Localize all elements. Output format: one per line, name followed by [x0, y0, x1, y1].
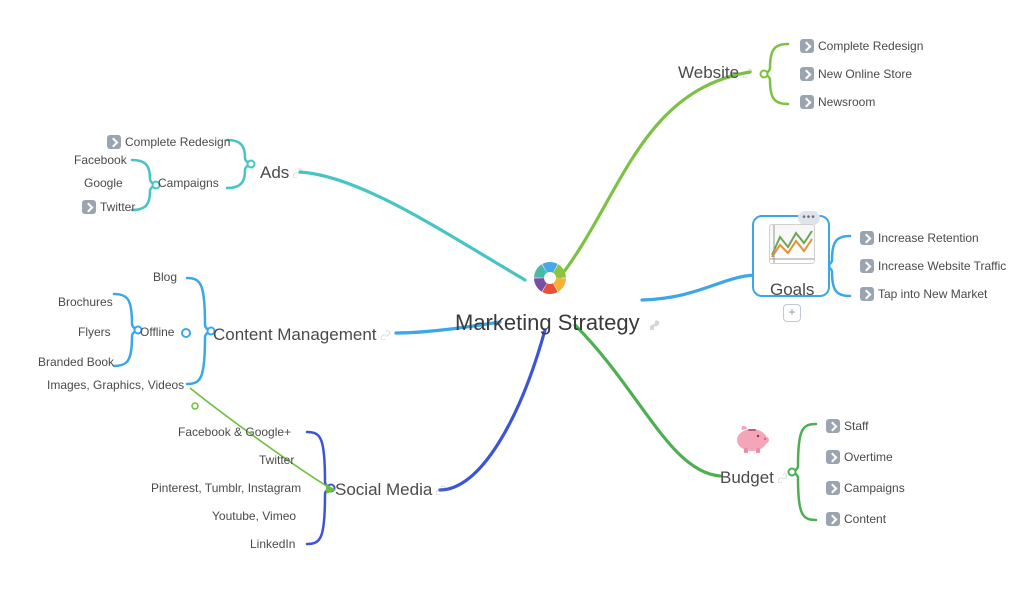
arrow-icon [860, 231, 874, 245]
label-text: Branded Book [38, 355, 114, 369]
link-icon [436, 485, 446, 495]
label-text: Campaigns [844, 481, 905, 495]
piggybank-icon [732, 420, 772, 454]
label-text: Complete Redesign [818, 39, 923, 53]
link-icon [293, 168, 303, 178]
leaf[interactable]: New Online Store [800, 67, 912, 81]
label-text: Goals [770, 280, 814, 299]
arrow-icon [860, 287, 874, 301]
label-text: Campaigns [158, 176, 219, 190]
label-text: LinkedIn [250, 537, 295, 551]
label-text: Offline [140, 325, 174, 339]
label-text: Staff [844, 419, 868, 433]
leaf[interactable]: Overtime [826, 450, 893, 464]
center-logo [530, 258, 570, 303]
branch-social[interactable]: Social Media [335, 480, 446, 500]
arrow-icon [826, 512, 840, 526]
leaf[interactable]: Flyers [78, 325, 111, 339]
leaf[interactable]: Pinterest, Tumblr, Instagram [151, 481, 301, 495]
link-icon [778, 473, 788, 483]
label-text: Facebook [74, 153, 127, 167]
leaf[interactable]: Images, Graphics, Videos [47, 378, 184, 392]
leaf[interactable]: Newsroom [800, 95, 875, 109]
arrow-icon [800, 67, 814, 81]
leaf[interactable]: Brochures [58, 295, 113, 309]
label-text: Images, Graphics, Videos [47, 378, 184, 392]
branch-budget[interactable]: Budget [720, 468, 788, 488]
label-text: Increase Website Traffic [878, 259, 1006, 273]
arrow-icon [800, 95, 814, 109]
label-text: Ads [260, 163, 289, 182]
leaf[interactable]: Branded Book [38, 355, 114, 369]
arrow-icon [82, 200, 96, 214]
label-text: Social Media [335, 480, 432, 499]
link-icon [650, 320, 660, 330]
more-icon[interactable]: ••• [798, 211, 820, 225]
label-text: Tap into New Market [878, 287, 987, 301]
leaf[interactable]: Tap into New Market [860, 287, 987, 301]
branch-content[interactable]: Content Management [213, 325, 391, 345]
arrow-icon [826, 450, 840, 464]
label-text: Facebook & Google+ [178, 425, 291, 439]
label-text: Content [844, 512, 886, 526]
label-text: Content Management [213, 325, 377, 344]
link-icon [381, 330, 391, 340]
label-text: Overtime [844, 450, 893, 464]
label-text: Google [84, 176, 123, 190]
label-text: Website [678, 63, 739, 82]
label-text: Flyers [78, 325, 111, 339]
arrow-icon [826, 481, 840, 495]
leaf[interactable]: Content [826, 512, 886, 526]
leaf[interactable]: Increase Retention [860, 231, 979, 245]
arrow-icon [800, 39, 814, 53]
leaf[interactable]: Blog [153, 270, 177, 284]
label-text: Brochures [58, 295, 113, 309]
leaf[interactable]: Campaigns [826, 481, 905, 495]
label-text: Pinterest, Tumblr, Instagram [151, 481, 301, 495]
arrow-icon [107, 135, 121, 149]
label-text: New Online Store [818, 67, 912, 81]
label-text: Budget [720, 468, 774, 487]
leaf[interactable]: Twitter [82, 200, 135, 214]
link-icon [743, 68, 753, 78]
branch-goals[interactable]: Goals [770, 280, 814, 300]
center-node[interactable]: Marketing Strategy [455, 310, 660, 336]
leaf[interactable]: Complete Redesign [107, 135, 230, 149]
arrow-icon [826, 419, 840, 433]
chart-icon [769, 224, 815, 264]
leaf[interactable]: Google [84, 176, 123, 190]
leaf[interactable]: Facebook [74, 153, 127, 167]
leaf[interactable]: Twitter [259, 453, 294, 467]
label-text: Twitter [259, 453, 294, 467]
label-text: Complete Redesign [125, 135, 230, 149]
branch-website[interactable]: Website [678, 63, 753, 83]
leaf[interactable]: Complete Redesign [800, 39, 923, 53]
label-text: Twitter [100, 200, 135, 214]
center-label: Marketing Strategy [455, 310, 640, 335]
leaf[interactable]: Facebook & Google+ [178, 425, 291, 439]
leaf[interactable]: Youtube, Vimeo [212, 509, 296, 523]
leaf[interactable]: Campaigns [158, 176, 219, 190]
label-text: Newsroom [818, 95, 875, 109]
label-text: Blog [153, 270, 177, 284]
arrow-icon [860, 259, 874, 273]
label-text: Increase Retention [878, 231, 979, 245]
leaf[interactable]: Increase Website Traffic [860, 259, 1006, 273]
branch-ads[interactable]: Ads [260, 163, 303, 183]
leaf[interactable]: LinkedIn [250, 537, 295, 551]
label-text: Youtube, Vimeo [212, 509, 296, 523]
add-child-button[interactable]: + [783, 304, 801, 322]
leaf[interactable]: Offline [140, 325, 174, 339]
leaf[interactable]: Staff [826, 419, 868, 433]
